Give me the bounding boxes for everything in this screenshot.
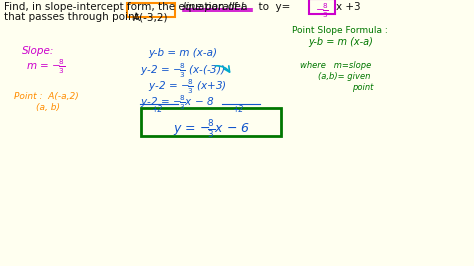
- Text: y-2 = $-\!\frac{8}{3}$x $-$ 8: y-2 = $-\!\frac{8}{3}$x $-$ 8: [140, 94, 215, 113]
- Text: to  y=: to y=: [252, 2, 291, 12]
- Text: $-\!\frac{8}{3}$: $-\!\frac{8}{3}$: [315, 2, 329, 20]
- Text: x +3: x +3: [336, 2, 361, 12]
- Text: y-2 = $-\!\frac{8}{3}$ (x-(-3)): y-2 = $-\!\frac{8}{3}$ (x-(-3)): [140, 62, 226, 80]
- Text: A(-3,2): A(-3,2): [133, 12, 169, 22]
- Text: point: point: [352, 83, 374, 92]
- Text: y-b = m (x-a): y-b = m (x-a): [308, 37, 373, 47]
- Text: (a, b): (a, b): [36, 103, 60, 112]
- Text: +2: +2: [232, 105, 243, 114]
- Text: Point Slope Formula :: Point Slope Formula :: [292, 26, 388, 35]
- Text: y = $-\!\frac{8}{3}$x $-$ 6: y = $-\!\frac{8}{3}$x $-$ 6: [173, 118, 249, 140]
- Text: Slope:: Slope:: [22, 46, 55, 56]
- FancyBboxPatch shape: [141, 108, 281, 136]
- Text: Find, in slope-intercept form, the equation of a: Find, in slope-intercept form, the equat…: [4, 2, 251, 12]
- Text: line parallel: line parallel: [183, 2, 244, 12]
- Text: Point :  A(-a,2): Point : A(-a,2): [14, 92, 79, 101]
- Text: +2: +2: [151, 105, 162, 114]
- Text: that passes through point: that passes through point: [4, 12, 139, 22]
- Text: where   m=slope: where m=slope: [300, 61, 371, 70]
- Text: m = $-\!\frac{8}{3}$: m = $-\!\frac{8}{3}$: [26, 58, 65, 76]
- Text: y-b = m (x-a): y-b = m (x-a): [148, 48, 217, 58]
- FancyBboxPatch shape: [127, 3, 175, 17]
- Text: y-2 = $-\!\frac{8}{3}$ (x+3): y-2 = $-\!\frac{8}{3}$ (x+3): [148, 78, 227, 97]
- Text: (a,b)= given: (a,b)= given: [318, 72, 370, 81]
- FancyBboxPatch shape: [309, 0, 335, 14]
